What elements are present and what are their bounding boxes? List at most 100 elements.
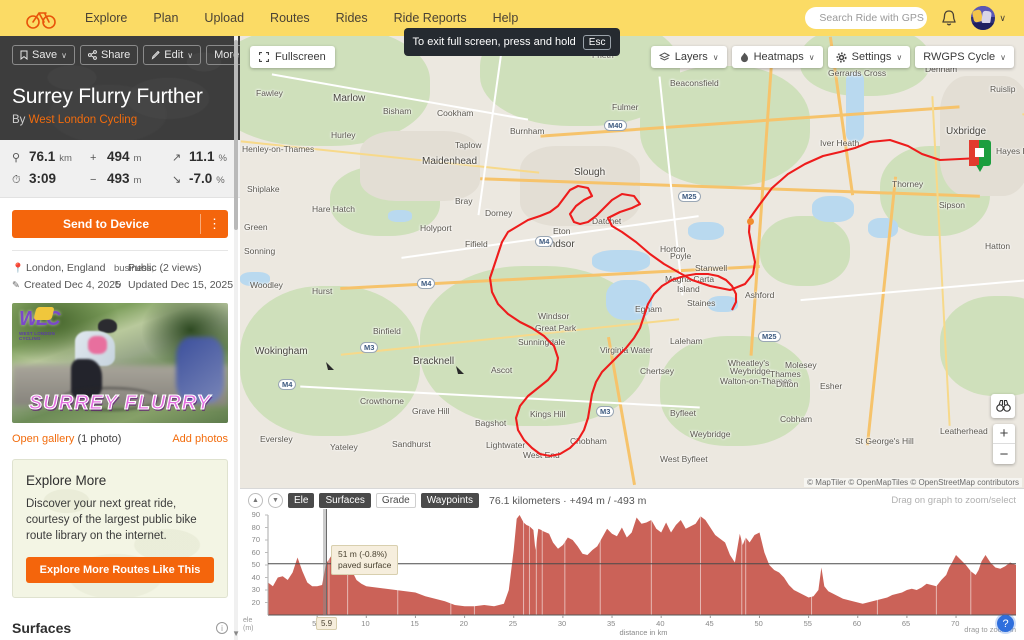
elevation-area (268, 515, 1016, 615)
nav-link-ride-reports[interactable]: Ride Reports (393, 11, 467, 25)
nav-link-upload[interactable]: Upload (204, 11, 245, 25)
chart-x-tick-label: 60 (852, 619, 862, 628)
share-button[interactable]: Share (79, 45, 139, 65)
chart-y-tick-label: 50 (251, 560, 260, 569)
route-meta: 📍 London, England business; Public (2 vi… (12, 250, 233, 291)
map-place-label: Weybridge (690, 429, 731, 439)
sidebar-scrollbar-thumb[interactable] (234, 40, 238, 230)
kebab-menu-icon[interactable]: ⋮ (200, 214, 228, 234)
save-button[interactable]: Save ∨ (12, 45, 75, 65)
stat-min-grade-unit: % (216, 175, 225, 186)
map-place-label: Staines (687, 298, 716, 308)
avatar[interactable] (971, 6, 996, 30)
map-place-label: Bray (455, 196, 473, 206)
user-menu[interactable]: ∨ (971, 6, 1006, 30)
map-place-label: Byfleet (670, 408, 696, 418)
sidebar-scrollbar-track[interactable] (234, 36, 238, 640)
meta-visibility-text: Public (2 views) (128, 262, 202, 274)
author-link[interactable]: West London Cycling (28, 114, 138, 126)
explore-more-button[interactable]: Explore More Routes Like This (26, 557, 214, 583)
stat-max-grade-value: 11.1 (189, 149, 215, 164)
map-style-select[interactable]: RWGPS Cycle ∨ (915, 46, 1014, 68)
route-map[interactable]: FriethSt PeterGerrards CrossFawleyBeacon… (240, 36, 1024, 488)
tab-waypoints[interactable]: Waypoints (420, 493, 480, 508)
chart-x-tick-label: 35 (607, 619, 616, 628)
heatmaps-button[interactable]: Heatmaps ∨ (731, 46, 823, 68)
club-logo-badge: WLC WEST LONDON CYCLING (19, 307, 71, 354)
map-place-label: Sonning (244, 246, 276, 256)
more-button[interactable]: More ∨ (206, 45, 240, 65)
route-stats: ⚲ 76.1 km + 494 m ↗ 11.1 % ⏱ 3:09 − 493 … (0, 140, 240, 198)
open-gallery-link[interactable]: Open gallery (12, 433, 75, 445)
search-input[interactable]: Search Ride with GPS (805, 7, 928, 29)
map-place-label: Gerrards Cross (828, 68, 887, 78)
fullscreen-button[interactable]: Fullscreen (250, 46, 335, 68)
route-action-toolbar: Save ∨ Share Edit ∨ More ∨ (12, 45, 240, 65)
elevation-chart[interactable]: ele (m) distance in km 51 m (-0.8%) paved… (240, 509, 1024, 637)
map-place-label: Bracknell (413, 356, 455, 367)
expand-icon (259, 52, 269, 62)
pin-icon: 📍 (12, 262, 24, 274)
route-finish-marker[interactable] (969, 140, 991, 172)
layers-button[interactable]: Layers ∨ (650, 46, 727, 68)
chart-y-tick-label: 80 (251, 522, 260, 532)
stat-max-grade: ↗ 11.1 % (172, 149, 228, 164)
map-place-label: Binfield (373, 326, 401, 336)
add-photos-link[interactable]: Add photos (172, 433, 228, 445)
chart-x-tick-label: 25 (508, 619, 518, 628)
chevron-down-icon[interactable]: ∨ (999, 12, 1006, 23)
gear-icon (836, 52, 847, 62)
map-place-label: Ashford (745, 290, 775, 300)
route-distance-icon: ⚲ (12, 152, 21, 164)
map-place-label: Bagshot (475, 418, 507, 428)
chart-tooltip: 51 m (-0.8%) paved surface (330, 545, 399, 575)
map-place-label: Marlow (333, 93, 366, 104)
chart-x-tick-label: 40 (656, 619, 665, 628)
map-place-label: Thorney (892, 179, 924, 189)
tab-grade[interactable]: Grade (375, 493, 416, 508)
nav-link-rides[interactable]: Rides (335, 11, 368, 25)
share-icon (87, 50, 97, 60)
map-place-label: Taplow (455, 140, 482, 150)
stat-time: ⏱ 3:09 (12, 171, 90, 187)
binoculars-button[interactable] (991, 394, 1015, 418)
route-photo[interactable]: WLC WEST LONDON CYCLING SURREY FLURRY (12, 303, 228, 423)
chart-y-tick-label: 20 (251, 597, 260, 607)
stat-max-grade-unit: % (218, 153, 227, 164)
bicycle-logo-icon[interactable] (26, 7, 56, 29)
map-place-label: Molesey (785, 360, 817, 370)
explore-more-title: Explore More (26, 473, 107, 488)
nav-link-routes[interactable]: Routes (270, 11, 310, 25)
help-button[interactable]: ? (997, 615, 1014, 632)
map-waypoint-dot[interactable] (747, 218, 754, 225)
zoom-out-button[interactable]: − (999, 445, 1009, 463)
chart-y-axis-label: ele (m) (243, 617, 254, 633)
chart-x-tick-label: 45 (705, 619, 714, 628)
sidebar-scroll-down-arrow[interactable]: ▼ (232, 629, 240, 638)
map-place-label: Egham (635, 304, 662, 314)
nav-link-explore[interactable]: Explore (85, 11, 128, 25)
edit-button[interactable]: Edit ∨ (143, 45, 202, 65)
settings-button-label: Settings (851, 51, 892, 63)
elevation-chart-svg (265, 514, 1016, 618)
map-place-label: Horton (660, 244, 686, 254)
map-place-label: Poyle (670, 251, 692, 261)
map-place-label: Ascot (491, 365, 513, 375)
tab-ele[interactable]: Ele (288, 493, 315, 508)
send-to-device-button[interactable]: Send to Device ⋮ (12, 210, 228, 238)
tab-surfaces[interactable]: Surfaces (319, 493, 371, 508)
settings-button[interactable]: Settings ∨ (827, 46, 911, 68)
notification-bell-icon[interactable] (941, 9, 957, 27)
stat-distance-value: 76.1 (29, 149, 56, 164)
chevron-down-icon: ∨ (61, 50, 67, 60)
map-place-label: Island (677, 284, 700, 294)
zoom-in-button[interactable]: + (993, 424, 1015, 444)
nav-link-plan[interactable]: Plan (153, 11, 179, 25)
map-place-label: Kings Hill (530, 409, 566, 419)
meta-location: 📍 London, England (12, 262, 114, 274)
chevron-up-icon[interactable]: ▲ (248, 493, 263, 508)
stat-distance-unit: km (59, 153, 72, 164)
chevron-down-icon[interactable]: ▼ (268, 493, 283, 508)
info-icon[interactable]: i (216, 622, 228, 634)
nav-link-help[interactable]: Help (492, 11, 519, 25)
